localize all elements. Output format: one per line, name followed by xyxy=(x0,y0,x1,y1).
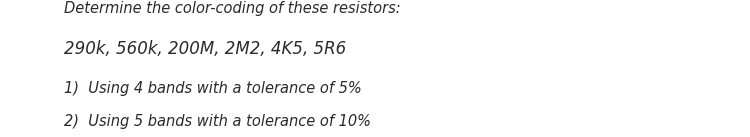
Text: 2)  Using 5 bands with a tolerance of 10%: 2) Using 5 bands with a tolerance of 10% xyxy=(64,114,370,129)
Text: 290k, 560k, 200M, 2M2, 4K5, 5R6: 290k, 560k, 200M, 2M2, 4K5, 5R6 xyxy=(64,40,346,58)
Text: 1)  Using 4 bands with a tolerance of 5%: 1) Using 4 bands with a tolerance of 5% xyxy=(64,81,362,96)
Text: Determine the color-coding of these resistors:: Determine the color-coding of these resi… xyxy=(64,2,400,16)
